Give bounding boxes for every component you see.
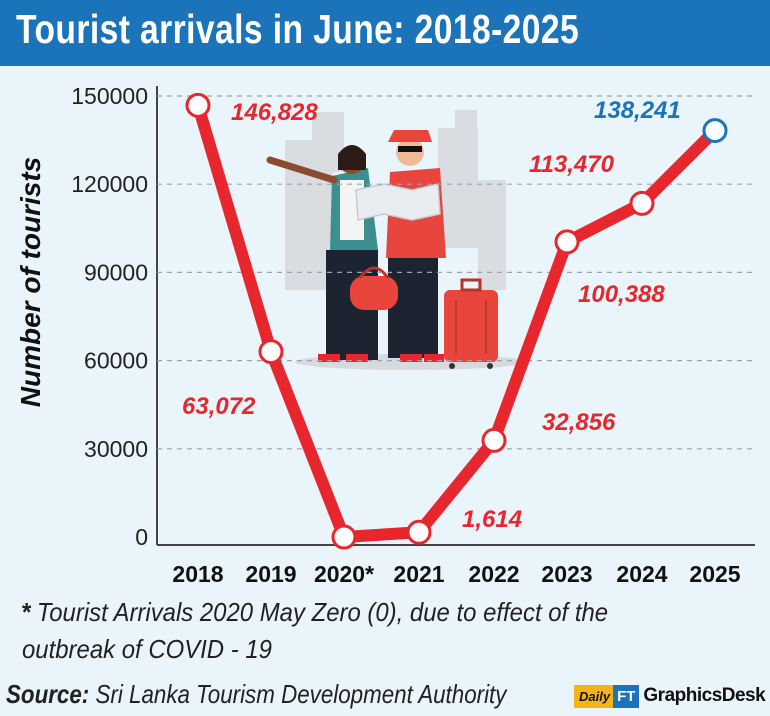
y-tick-label: 0 [135,524,148,550]
x-tick-label: 2020* [314,561,374,587]
data-point-2020 [331,524,357,550]
tourists-illustration [266,110,525,370]
data-point-2024 [629,190,655,216]
data-point-2018 [185,92,211,118]
x-tick-label: 2022 [468,561,519,587]
series-line [192,99,721,543]
data-label-2018: 146,828 [231,99,318,126]
data-point-2023 [554,229,580,255]
y-tick-label: 150000 [71,83,148,109]
data-point-2025 [702,118,728,144]
y-tick-labels: 0 30000 60000 90000 120000 150000 [71,83,148,550]
data-point-2019 [258,339,284,365]
y-tick-label: 30000 [84,436,148,462]
data-point-2021 [406,519,432,545]
line-chart: Number of tourists [15,83,755,587]
brand-graphicsdesk: GraphicsDesk [643,685,766,706]
footnote-text: Tourist Arrivals 2020 May Zero (0), due … [22,597,609,664]
brand-daily: Daily [574,684,614,708]
x-tick-label: 2023 [541,561,592,587]
brand-logo: Daily FT GraphicsDesk [574,683,766,709]
data-label-2022: 32,856 [542,409,616,436]
x-tick-label: 2018 [172,561,223,587]
brand-ft: FT [613,684,640,708]
data-label-2024: 113,470 [529,151,615,178]
y-tick-label: 120000 [71,171,148,197]
map-icon [355,183,441,221]
data-labels: 146,828 63,072 1,614 32,856 100,388 113,470 13… [182,97,681,533]
man-tourist-icon [386,130,446,362]
x-tick-label: 2019 [245,561,296,587]
y-axis-title: Number of tourists [15,157,46,407]
data-point-2022 [481,427,507,453]
source-text: Sri Lanka Tourism Development Authority [95,679,507,709]
footnote: * Tourist Arrivals 2020 May Zero (0), due… [22,594,694,668]
chart-title: Tourist arrivals in June: 2018-2025 [16,6,580,52]
x-tick-label: 2024 [616,561,667,587]
data-label-2019: 63,072 [182,393,256,420]
data-points [185,92,728,550]
source-label: Source: [6,679,90,709]
x-tick-label: 2021 [393,561,444,587]
title-bar: Tourist arrivals in June: 2018-2025 [0,0,770,66]
y-tick-label: 90000 [84,259,148,285]
duffel-bag-icon [350,266,398,310]
series-polyline [192,99,721,543]
y-tick-label: 60000 [84,348,148,374]
source-line: Source: Sri Lanka Tourism Development Au… [6,679,506,710]
suitcase-icon [444,278,498,369]
data-label-2023: 100,388 [578,281,665,308]
x-tick-labels: 2018 2019 2020* 2021 2022 2023 2024 2025 [172,561,740,587]
footnote-marker: * [22,597,32,627]
x-tick-label: 2025 [689,561,740,587]
data-label-2021: 1,614 [462,506,522,533]
data-label-2025: 138,241 [594,97,681,124]
